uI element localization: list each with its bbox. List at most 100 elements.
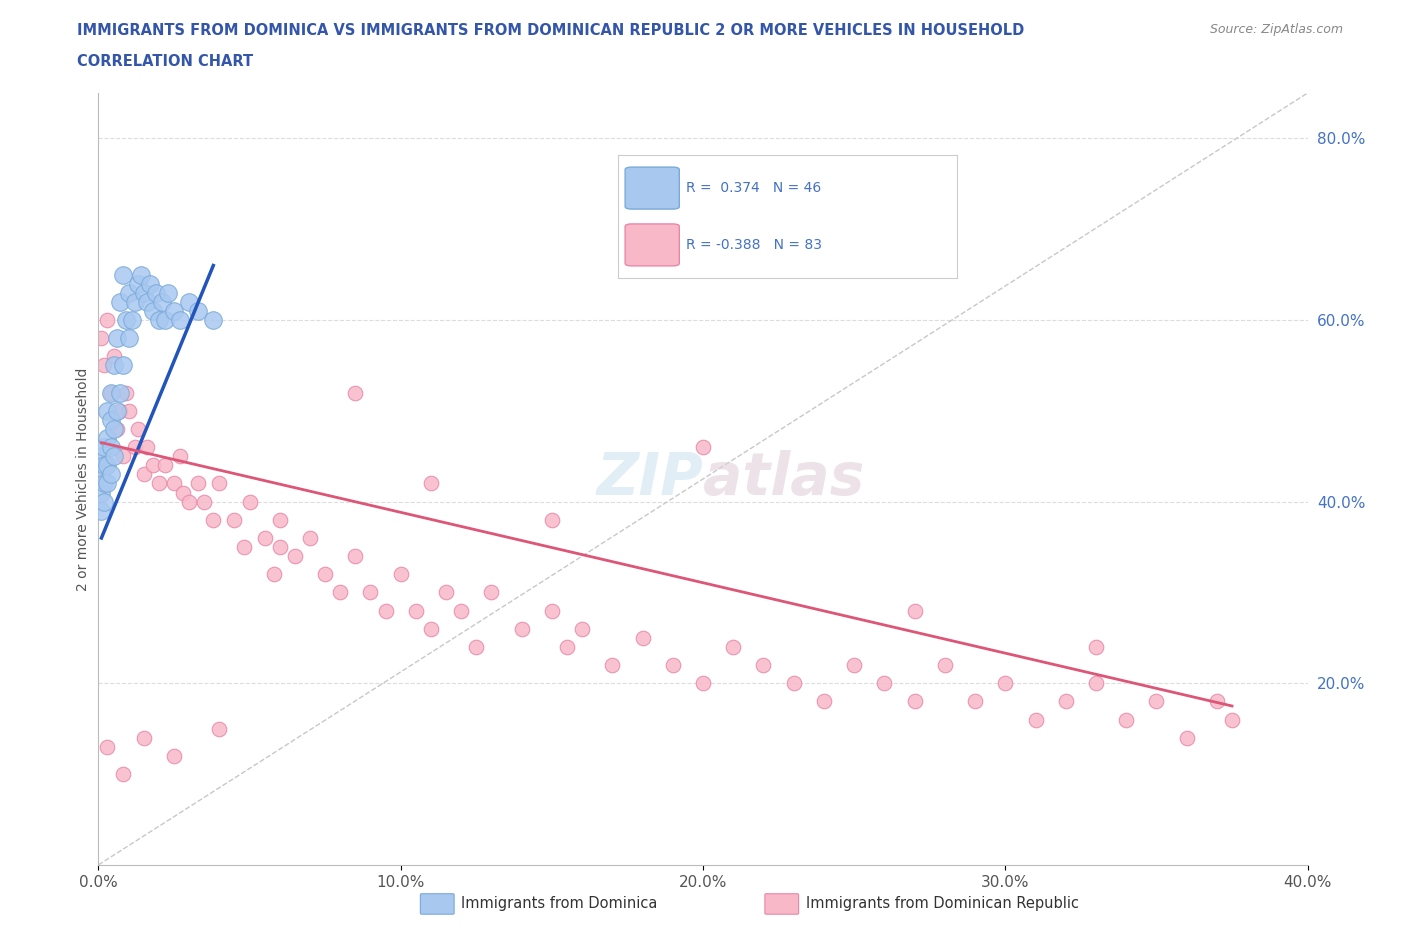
Point <box>100 467 122 482</box>
Point <box>148 476 170 491</box>
Point <box>208 476 231 491</box>
Point <box>145 286 167 300</box>
Point <box>90 485 112 500</box>
Point <box>90 467 112 482</box>
Point <box>129 267 152 282</box>
Point <box>374 604 396 618</box>
Point <box>813 694 835 709</box>
Point <box>96 458 118 472</box>
Point <box>132 467 155 482</box>
Text: Immigrants from Dominican Republic: Immigrants from Dominican Republic <box>806 897 1078 911</box>
Point <box>208 722 231 737</box>
Point <box>344 549 367 564</box>
Point <box>202 312 225 327</box>
Text: atlas: atlas <box>703 450 865 508</box>
Point <box>420 621 443 636</box>
Point <box>420 476 443 491</box>
Point <box>163 303 186 318</box>
Point <box>299 530 322 545</box>
Point <box>571 621 593 636</box>
Point <box>108 385 131 400</box>
Point <box>481 585 503 600</box>
Text: IMMIGRANTS FROM DOMINICA VS IMMIGRANTS FROM DOMINICAN REPUBLIC 2 OR MORE VEHICLE: IMMIGRANTS FROM DOMINICA VS IMMIGRANTS F… <box>77 23 1025 38</box>
Point <box>253 530 276 545</box>
Point <box>150 295 173 310</box>
Point <box>360 585 382 600</box>
Point <box>169 449 191 464</box>
Point <box>329 585 352 600</box>
Y-axis label: 2 or more Vehicles in Household: 2 or more Vehicles in Household <box>76 367 90 591</box>
Point <box>179 494 201 509</box>
Point <box>103 349 125 364</box>
Text: Source: ZipAtlas.com: Source: ZipAtlas.com <box>1209 23 1343 36</box>
Point <box>994 676 1017 691</box>
Point <box>934 658 956 672</box>
Point <box>661 658 683 672</box>
Point <box>224 512 246 527</box>
Point <box>96 312 118 327</box>
Point <box>179 295 201 310</box>
Point <box>239 494 262 509</box>
Point <box>100 385 122 400</box>
Point <box>103 421 125 436</box>
Point <box>1054 694 1077 709</box>
Point <box>114 312 136 327</box>
Point <box>314 567 336 582</box>
Point <box>93 476 115 491</box>
Point <box>93 494 115 509</box>
Point <box>434 585 457 600</box>
Point <box>96 476 118 491</box>
Point <box>139 276 162 291</box>
Point <box>465 640 488 655</box>
Point <box>602 658 624 672</box>
Point <box>169 312 191 327</box>
Point <box>118 286 141 300</box>
Text: Immigrants from Dominica: Immigrants from Dominica <box>461 897 658 911</box>
Point <box>193 494 215 509</box>
Point <box>631 631 654 645</box>
Point <box>202 512 225 527</box>
Point <box>1206 694 1229 709</box>
Point <box>965 694 987 709</box>
Point <box>96 431 118 445</box>
Point <box>904 694 927 709</box>
Point <box>124 440 146 455</box>
Point <box>111 766 134 781</box>
Point <box>127 276 149 291</box>
Point <box>540 512 562 527</box>
Point <box>269 539 291 554</box>
Point <box>269 512 291 527</box>
Point <box>723 640 745 655</box>
Point <box>232 539 254 554</box>
Point <box>389 567 412 582</box>
Point <box>873 676 896 691</box>
Point <box>124 295 146 310</box>
Point <box>103 358 125 373</box>
Point <box>1115 712 1137 727</box>
Point <box>752 658 775 672</box>
Point <box>692 440 714 455</box>
Point <box>555 640 578 655</box>
Point <box>111 267 134 282</box>
Point <box>405 604 427 618</box>
Point <box>1175 730 1198 745</box>
Point <box>105 404 128 418</box>
Point <box>111 358 134 373</box>
Point <box>692 676 714 691</box>
Point <box>108 404 131 418</box>
Point <box>540 604 562 618</box>
Point <box>450 604 472 618</box>
Point <box>1085 676 1108 691</box>
Point <box>105 331 128 346</box>
Point <box>105 421 128 436</box>
Point <box>344 385 367 400</box>
Point <box>263 567 285 582</box>
Point <box>135 440 157 455</box>
Point <box>844 658 866 672</box>
Point <box>135 295 157 310</box>
Point <box>127 421 149 436</box>
Point <box>96 404 118 418</box>
Point <box>93 458 115 472</box>
Point <box>132 730 155 745</box>
Point <box>100 440 122 455</box>
